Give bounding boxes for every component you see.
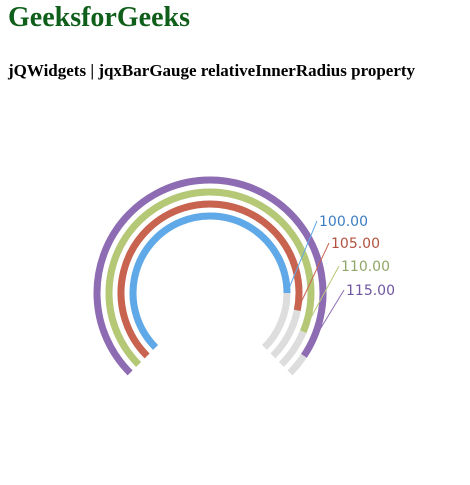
page-title: GeeksforGeeks <box>8 2 190 33</box>
gauge-bar <box>105 188 315 367</box>
gauge-label-leader <box>286 220 318 294</box>
gauge-labels: 100.00 105.00 110.00 115.00 <box>319 214 395 299</box>
gauge-value-label: 105.00 <box>331 236 380 252</box>
gauge-bar <box>129 212 291 350</box>
gauge-bar <box>93 176 327 376</box>
gauge-bars <box>93 176 327 376</box>
gauge-label-leader <box>302 265 340 332</box>
gauge-value-label: 110.00 <box>341 259 390 275</box>
gauge-label-leader <box>303 289 345 357</box>
page-subtitle: jQWidgets | jqxBarGauge relativeInnerRad… <box>8 61 416 80</box>
gauge-label-leaders <box>286 220 345 357</box>
gauge-value-label: 100.00 <box>319 214 368 230</box>
gauge-value-label: 115.00 <box>346 283 395 299</box>
gauge-label-leader <box>296 242 330 311</box>
gauge-bar <box>117 200 303 359</box>
